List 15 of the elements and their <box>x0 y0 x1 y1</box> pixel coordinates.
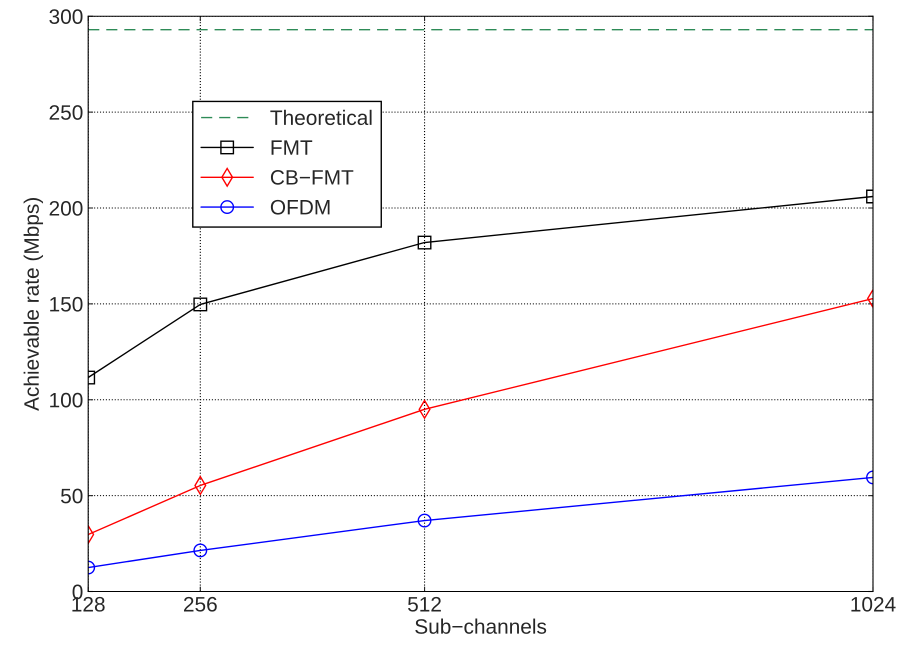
y-tick-label: 100 <box>50 392 83 408</box>
y-tick-label: 200 <box>50 201 83 216</box>
legend-label: Theoretical <box>270 110 372 126</box>
y-tick-label: 150 <box>50 296 83 312</box>
x-tick-label: 256 <box>184 596 217 612</box>
y-tick-label: 50 <box>61 488 83 504</box>
x-axis-title: Sub−channels <box>415 618 546 634</box>
y-tick-label: 300 <box>49 9 83 24</box>
y-axis-title: Achievable rate (Mbps) <box>24 198 44 411</box>
legend-label: CB−FMT <box>270 170 354 185</box>
x-tick-label: 512 <box>408 596 441 612</box>
legend-label: OFDM <box>270 200 330 215</box>
legend-label: FMT <box>272 140 312 155</box>
x-tick-label: 1024 <box>851 596 896 612</box>
y-tick-label: 250 <box>50 105 83 120</box>
